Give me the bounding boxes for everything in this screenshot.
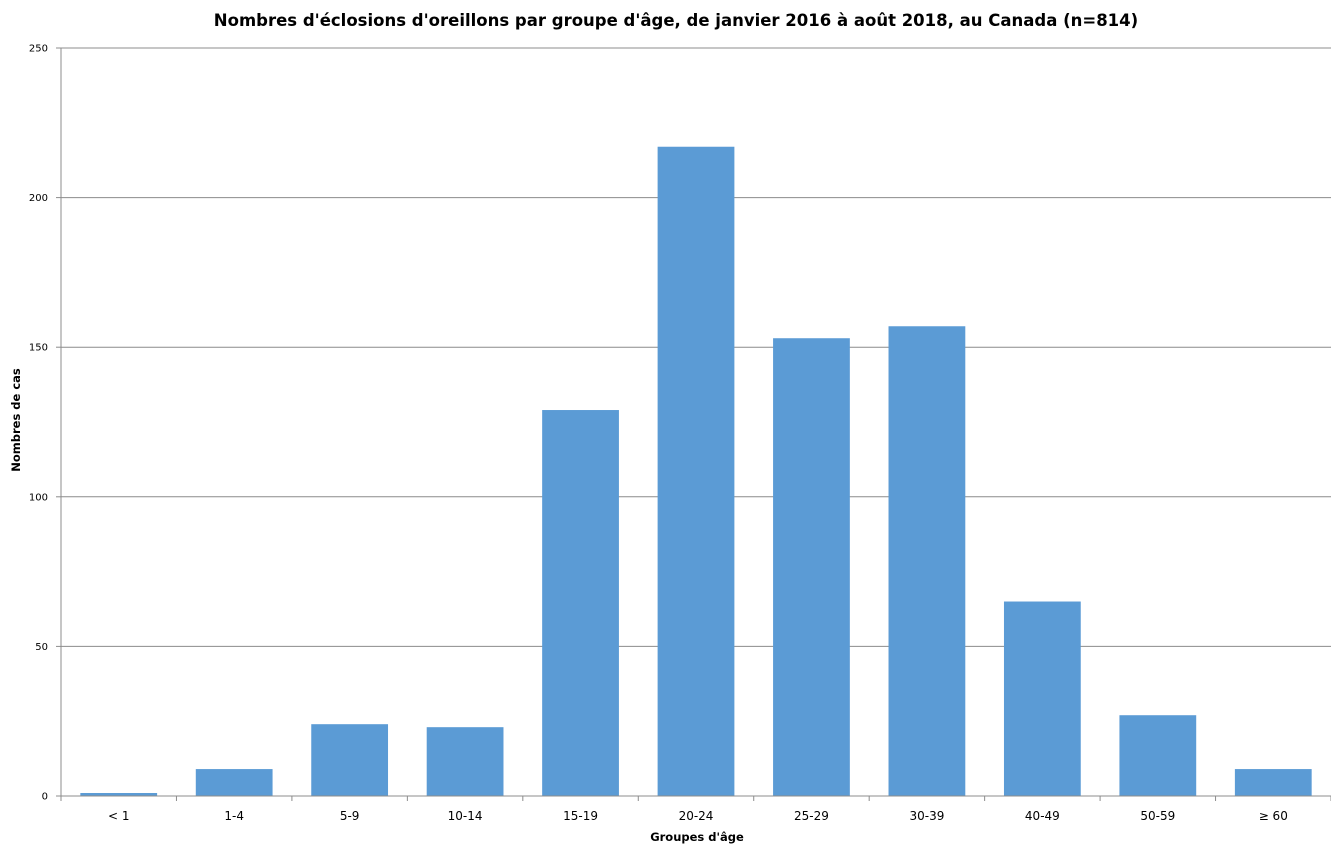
y-tick-label: 50 xyxy=(35,642,48,653)
y-tick-label: 150 xyxy=(29,343,48,354)
bar xyxy=(542,410,619,796)
y-axis-ticks: 0 50 100 150 200 250 xyxy=(29,44,61,803)
y-tick-label: 0 xyxy=(42,792,48,803)
x-tick-label: 40-49 xyxy=(1025,809,1060,823)
x-tick-label: < 1 xyxy=(108,809,130,823)
x-tick-label: 20-24 xyxy=(679,809,714,823)
x-tick-label: 30-39 xyxy=(909,809,944,823)
x-tick-label: 1-4 xyxy=(224,809,244,823)
x-tick-label: ≥ 60 xyxy=(1259,809,1288,823)
chart-title: Nombres d'éclosions d'oreillons par grou… xyxy=(214,11,1138,30)
y-tick-label: 200 xyxy=(29,193,48,204)
bar xyxy=(195,769,273,796)
x-tick-label: 25-29 xyxy=(794,809,829,823)
x-axis-title: Groupes d'âge xyxy=(650,830,744,844)
x-tick-label: 50-59 xyxy=(1140,809,1175,823)
bar xyxy=(1234,769,1312,796)
bar xyxy=(773,338,850,796)
axes xyxy=(60,48,1331,797)
bar xyxy=(426,727,504,796)
bar xyxy=(888,326,966,796)
bar xyxy=(657,146,735,797)
x-tick-label: 15-19 xyxy=(563,809,598,823)
bar xyxy=(311,724,389,796)
x-tick-label: 10-14 xyxy=(448,809,483,823)
x-tick-label: 5-9 xyxy=(340,809,360,823)
y-tick-label: 250 xyxy=(29,44,48,55)
bar xyxy=(1003,601,1081,796)
y-axis-title: Nombres de cas xyxy=(9,368,23,472)
bars xyxy=(80,146,1312,797)
y-tick-label: 100 xyxy=(29,492,48,503)
bar xyxy=(80,793,158,796)
bar xyxy=(1119,715,1197,796)
x-axis-ticks: < 1 1-4 5-9 10-14 15-19 20-24 25-29 30-39 40-49 5… xyxy=(60,796,1331,823)
